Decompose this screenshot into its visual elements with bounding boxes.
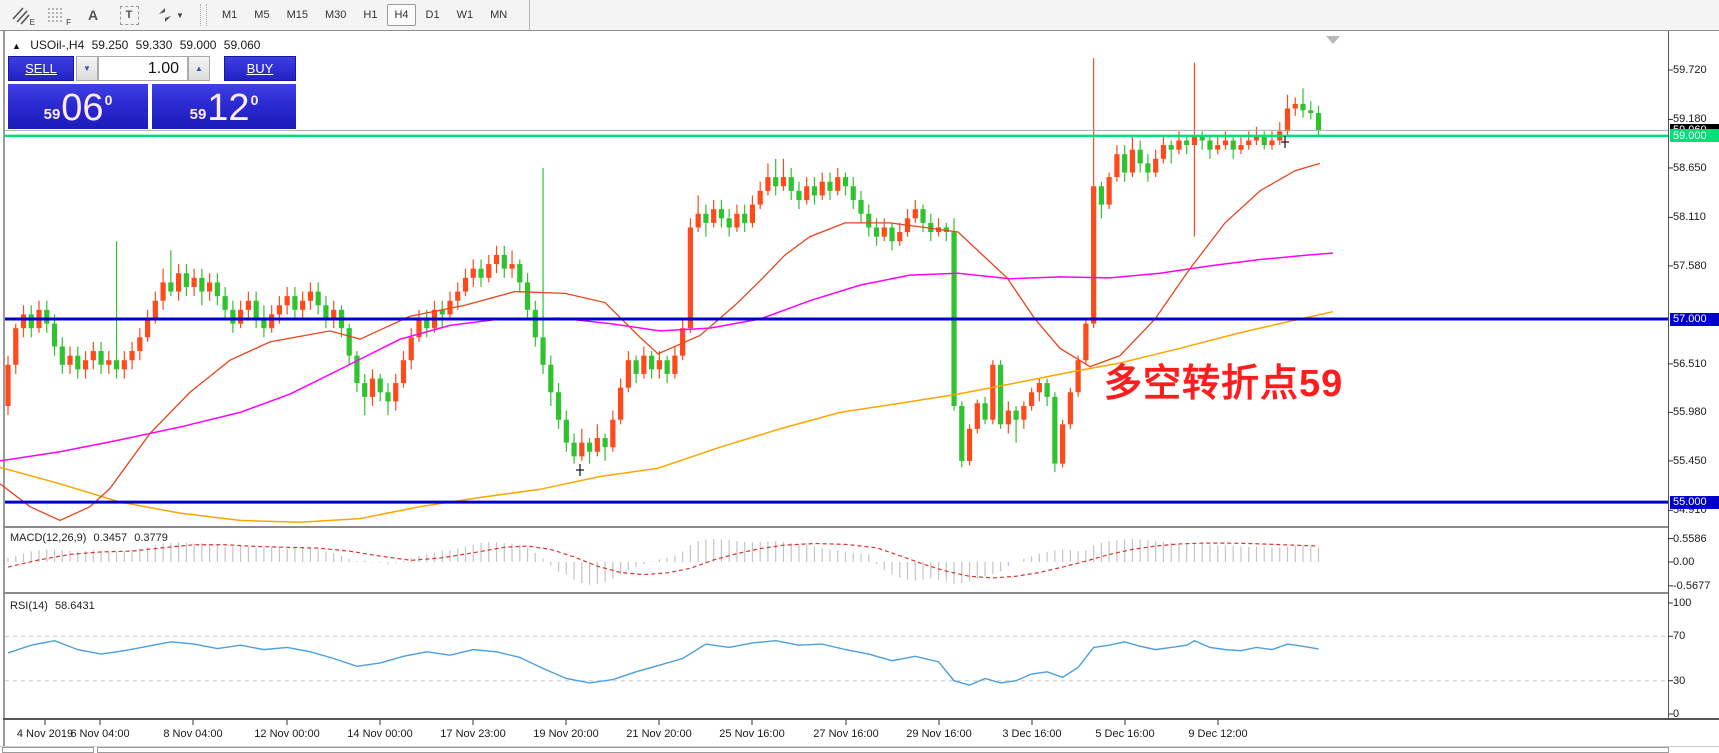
rsi-scale-label: 30 (1673, 674, 1686, 687)
date-tick-label: 29 Nov 16:00 (906, 728, 972, 740)
price-tick-label: 56.510 (1673, 357, 1707, 370)
toolbar-separator-2 (529, 0, 531, 30)
volume-increase-button[interactable]: ▲ (188, 56, 210, 81)
text-label-icon[interactable]: A (87, 7, 99, 23)
toolbar-separator[interactable] (200, 4, 207, 26)
macd-main-value: 0.3457 (93, 532, 128, 544)
date-tick-label: 17 Nov 23:00 (440, 728, 506, 740)
price-scale-separator[interactable] (1668, 31, 1669, 718)
macd-indicator-label: MACD(12,26,9) 0.3457 0.3779 (10, 532, 168, 544)
pane-separator-rsi[interactable] (3, 592, 1668, 594)
timeframe-buttons: M1 M5 M15 M30 H1 H4 D1 W1 MN (215, 4, 517, 26)
pane-separator-macd[interactable] (3, 526, 1668, 528)
rsi-scale-label: 100 (1673, 597, 1692, 609)
ohlc-high: 59.330 (135, 38, 173, 52)
ask-big-digits: 12 (207, 87, 250, 129)
timeframe-button-MN[interactable]: MN (490, 9, 508, 21)
macd-signal-value: 0.3779 (134, 532, 168, 544)
ohlc-low: 59.000 (179, 38, 217, 52)
one-click-trading-panel: SELL ▼ ▲ BUY 59 06 0 59 12 0 (8, 56, 296, 130)
date-tick-label: 8 Nov 04:00 (163, 728, 223, 740)
buy-button[interactable]: BUY (224, 56, 296, 81)
ask-pip-digit: 0 (250, 92, 259, 108)
macd-scale-label: 0.5586 (1673, 532, 1707, 545)
price-tick-label: 59.180 (1673, 113, 1707, 126)
price-tick-label: 57.580 (1673, 259, 1707, 272)
bid-pip-digit: 0 (104, 92, 113, 108)
bid-price-display[interactable]: 59 06 0 (8, 84, 148, 129)
date-tick-label: 3 Dec 16:00 (1002, 728, 1062, 740)
price-line-tag-57.000: 57.000 (1670, 312, 1719, 326)
window-left-border (3, 31, 5, 748)
date-tick-label: 4 Nov 2019 (16, 728, 74, 740)
date-tick-label: 19 Nov 20:00 (533, 728, 599, 740)
timeframe-button-H1[interactable]: H1 (363, 9, 378, 21)
macd-scale-label: -0.5677 (1673, 579, 1711, 592)
rsi-value: 58.6431 (54, 600, 95, 612)
timeframe-button-M30[interactable]: M30 (324, 9, 347, 21)
collapse-arrow-icon[interactable]: ▲ (12, 41, 21, 51)
tool-sub-label: F (66, 18, 71, 27)
rsi-scale-label: 0 (1673, 708, 1680, 720)
timeframe-button-M15[interactable]: M15 (286, 9, 308, 21)
price-tick-label: 58.650 (1673, 161, 1707, 174)
ask-price-display[interactable]: 59 12 0 (152, 84, 296, 129)
date-tick-label: 25 Nov 16:00 (719, 728, 785, 740)
date-tick-label: 12 Nov 00:00 (254, 728, 320, 740)
date-tick-label: 6 Nov 04:00 (70, 728, 130, 740)
date-tick-label: 21 Nov 20:00 (626, 728, 692, 740)
ohlc-close: 59.060 (223, 38, 261, 52)
price-tick-label: 58.110 (1673, 211, 1706, 224)
rsi-indicator-label: RSI(14) 58.6431 (10, 600, 95, 612)
text-tool-icon[interactable]: T (114, 3, 144, 27)
sell-button[interactable]: SELL (8, 56, 74, 81)
timeframe-button-M5[interactable]: M5 (254, 9, 270, 21)
chevron-down-icon[interactable]: ▼ (176, 10, 184, 20)
price-tick-label: 55.980 (1673, 406, 1707, 419)
timeframe-button-M1[interactable]: M1 (222, 9, 238, 21)
chart-shift-marker-icon[interactable] (1326, 36, 1340, 44)
volume-input[interactable] (98, 56, 188, 81)
date-tick-label: 9 Dec 12:00 (1188, 728, 1248, 740)
equidistant-channel-icon[interactable]: E (6, 3, 36, 27)
ask-prefix: 59 (189, 106, 207, 123)
volume-decrease-button[interactable]: ▼ (76, 56, 98, 81)
timeframe-button-D1[interactable]: D1 (425, 9, 440, 21)
date-tick-label: 27 Nov 16:00 (813, 728, 879, 740)
ohlc-open: 59.250 (91, 38, 129, 52)
bid-prefix: 59 (43, 106, 61, 123)
rsi-scale-label: 70 (1673, 630, 1686, 643)
macd-scale-label: 0.00 (1673, 556, 1695, 568)
timeframe-button-W1[interactable]: W1 (456, 9, 474, 21)
tool-sub-label: E (29, 18, 35, 27)
arrows-tool-icon[interactable]: ▼ (150, 3, 190, 27)
date-tick-label: 14 Nov 00:00 (347, 728, 413, 740)
price-tick-label: 55.450 (1673, 454, 1707, 467)
price-line-tag-59.000: 59.000 (1670, 129, 1719, 143)
symbol-timeframe: USOil-,H4 (30, 38, 85, 52)
toolbar: E F A T ▼ M1 M5 M15 M30 H1 H4 D1 W1 MN (0, 0, 1719, 31)
chart-text-annotation[interactable]: 多空转折点59 (1104, 363, 1344, 405)
date-tick-label: 5 Dec 16:00 (1095, 728, 1155, 740)
price-line-tag-55.000: 55.000 (1670, 495, 1719, 509)
pane-separator-timescale (3, 718, 1719, 720)
bid-big-digits: 06 (61, 87, 104, 129)
chart-title: ▲ USOil-,H4 59.250 59.330 59.000 59.060 (12, 38, 264, 52)
fibonacci-icon[interactable]: F (42, 3, 72, 27)
price-tick-label: 59.720 (1673, 64, 1707, 76)
timeframe-button-H4[interactable]: H4 (387, 4, 416, 26)
